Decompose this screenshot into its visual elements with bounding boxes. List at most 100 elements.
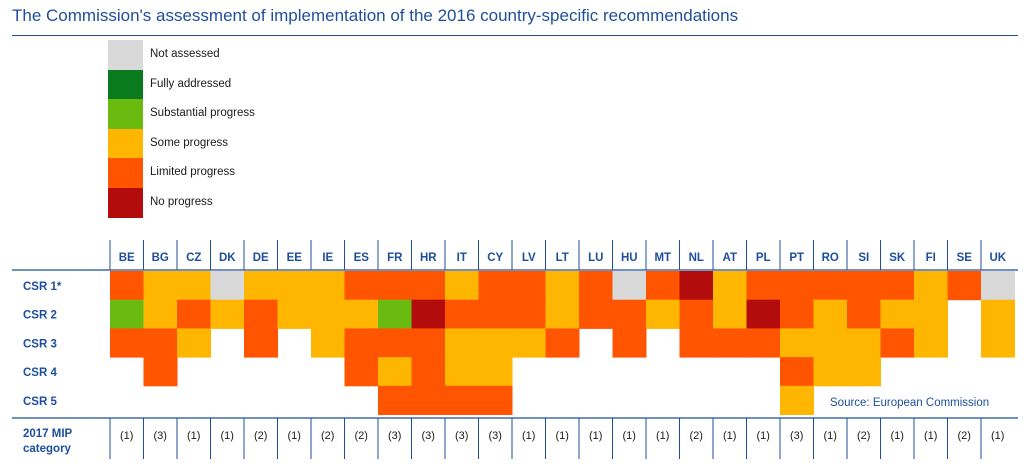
legend-label: Some progress — [150, 136, 228, 149]
mip-category-value: (2) — [958, 430, 971, 442]
mip-category-value: (1) — [221, 430, 234, 442]
column-label: PL — [756, 252, 771, 264]
column-label: LU — [588, 252, 603, 264]
mip-category-value: (3) — [422, 430, 435, 442]
heatmap-cell — [378, 299, 412, 329]
column-label: FR — [387, 252, 403, 264]
heatmap-cell — [143, 357, 178, 387]
mip-category-value: (1) — [723, 430, 736, 442]
legend-label: No progress — [150, 195, 213, 208]
heatmap-cell — [780, 328, 814, 358]
heatmap-cell — [177, 271, 211, 301]
heatmap-cell — [445, 299, 479, 329]
heatmap-cell — [545, 299, 580, 329]
mip-category-value: (2) — [857, 430, 870, 442]
heatmap-cell — [177, 299, 211, 329]
title-divider — [12, 35, 1018, 36]
heatmap-cell — [981, 271, 1015, 301]
column-label: HU — [621, 252, 638, 264]
heatmap-cell — [445, 328, 479, 358]
heatmap-cell — [344, 328, 379, 358]
column-label: CZ — [186, 252, 201, 264]
heatmap-cell — [512, 299, 546, 329]
heatmap-cell — [579, 299, 613, 329]
column-label: NL — [689, 252, 704, 264]
row-label: CSR 2 — [23, 310, 57, 322]
heatmap-cell — [880, 299, 915, 329]
column-label: EE — [287, 252, 303, 264]
heatmap-cell — [244, 328, 278, 358]
heatmap-cell — [612, 271, 647, 301]
column-label: DE — [253, 252, 269, 264]
heatmap-cell — [143, 299, 178, 329]
column-label: BG — [152, 252, 169, 264]
heatmap-cell — [478, 271, 513, 301]
column-label: BE — [119, 252, 135, 264]
heatmap-cell — [713, 299, 747, 329]
mip-category-value: (1) — [120, 430, 133, 442]
mip-category-value: (2) — [355, 430, 368, 442]
column-label: UK — [989, 252, 1006, 264]
heatmap-cell — [880, 328, 915, 358]
heatmap-cell — [813, 357, 848, 387]
mip-category-value: (1) — [824, 430, 837, 442]
column-label: DK — [219, 252, 236, 264]
heatmap-cell — [244, 271, 278, 301]
heatmap-cell — [411, 328, 446, 358]
heatmap-cell — [277, 299, 312, 329]
heatmap-cell — [177, 328, 211, 358]
mip-category-value: (2) — [321, 430, 334, 442]
heatmap-cell — [947, 271, 982, 301]
legend-swatch — [108, 187, 143, 218]
heatmap-cell — [378, 271, 412, 301]
mip-label: category — [23, 443, 72, 455]
heatmap-cell — [679, 328, 714, 358]
heatmap-cell — [713, 271, 747, 301]
column-label: ES — [354, 252, 370, 264]
heatmap-cell — [914, 271, 948, 301]
legend-label: Substantial progress — [150, 107, 255, 119]
heatmap-cell — [311, 271, 345, 301]
heatmap-cell — [679, 271, 714, 301]
mip-category-value: (1) — [187, 430, 200, 442]
heatmap-cell — [813, 299, 848, 329]
column-label: LV — [522, 252, 536, 264]
heatmap-cell — [713, 328, 747, 358]
column-label: PT — [789, 252, 804, 264]
heatmap-cell — [981, 299, 1015, 329]
heatmap-cell — [110, 271, 144, 301]
heatmap-cell — [378, 357, 412, 387]
column-label: IT — [457, 252, 467, 264]
heatmap-cell — [411, 385, 446, 415]
heatmap-cell — [478, 299, 513, 329]
legend-swatch — [108, 69, 143, 100]
chart-title: The Commission's assessment of implement… — [12, 6, 739, 25]
heatmap-cell — [244, 299, 278, 329]
heatmap-cell — [914, 328, 948, 358]
legend-swatch — [108, 40, 143, 70]
column-label: LT — [556, 252, 569, 264]
heatmap-cell — [579, 271, 613, 301]
heatmap-cell — [679, 299, 714, 329]
column-label: MT — [654, 252, 671, 264]
column-label: FI — [926, 252, 936, 264]
heatmap-cell — [143, 271, 178, 301]
column-label: SK — [889, 252, 906, 264]
mip-category-value: (3) — [455, 430, 468, 442]
heatmap-cell — [445, 271, 479, 301]
heatmap-cell — [780, 299, 814, 329]
heatmap-cell — [512, 271, 546, 301]
mip-category-value: (1) — [589, 430, 602, 442]
heatmap-cell — [143, 328, 178, 358]
mip-category-value: (3) — [388, 430, 401, 442]
column-label: SE — [957, 252, 973, 264]
mip-category-value: (1) — [991, 430, 1004, 442]
heatmap-cell — [311, 299, 345, 329]
heatmap-cell — [110, 328, 144, 358]
heatmap-cell — [378, 385, 412, 415]
heatmap-cell — [311, 328, 345, 358]
heatmap-cell — [780, 385, 814, 415]
legend-swatch — [108, 158, 143, 188]
heatmap-cell — [847, 357, 881, 387]
heatmap-cell — [780, 271, 814, 301]
